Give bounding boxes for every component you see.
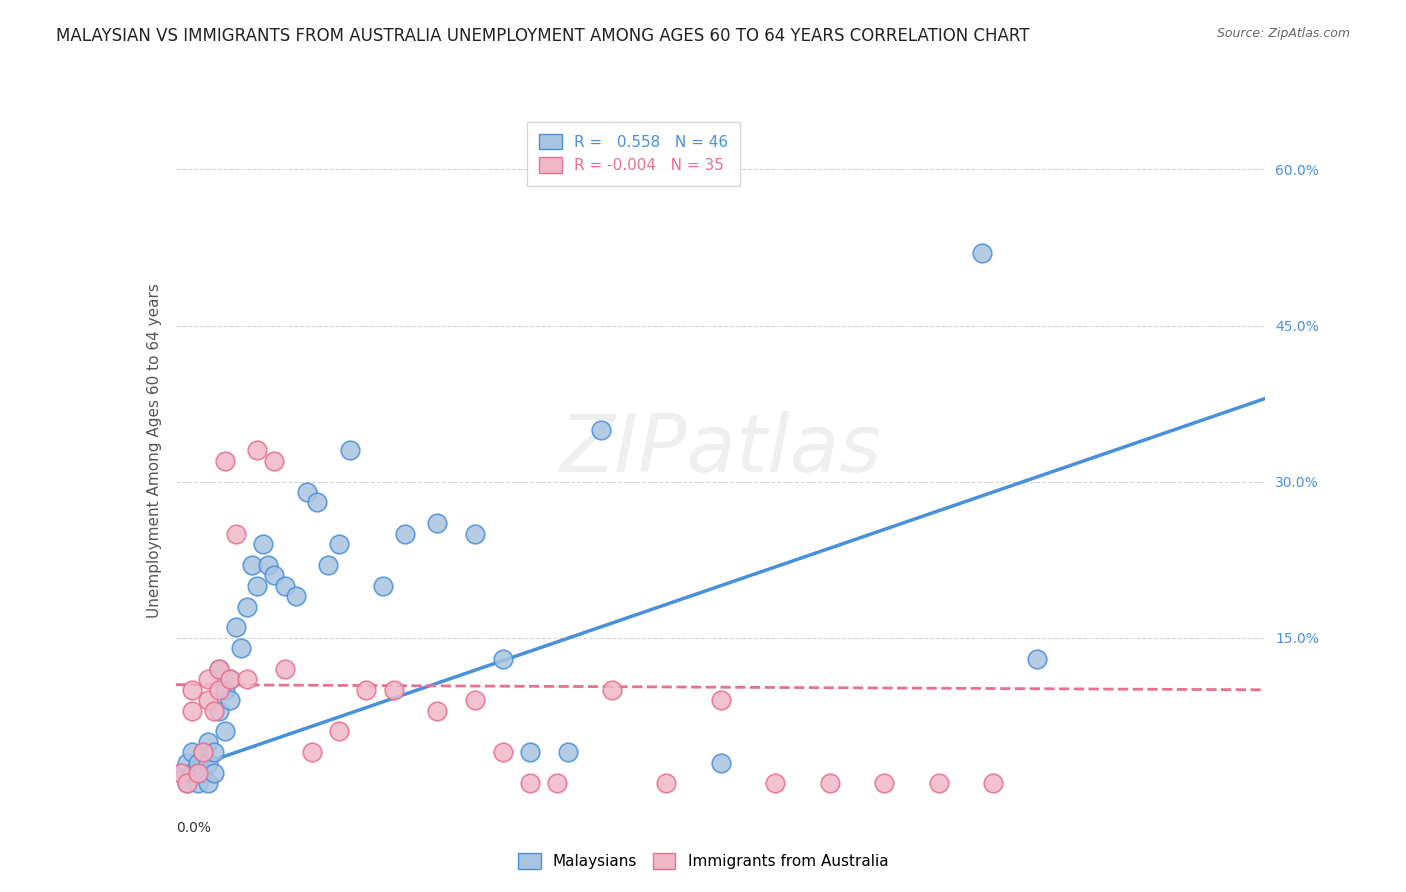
Point [176, 756, 198, 770]
Point [328, 724, 350, 739]
Point [240, 558, 263, 572]
Point [208, 704, 231, 718]
Point [176, 776, 198, 790]
Point [176, 776, 198, 790]
Point [263, 568, 285, 582]
Point [519, 745, 541, 759]
Point [970, 245, 993, 260]
Point [197, 693, 219, 707]
Legend: Malaysians, Immigrants from Australia: Malaysians, Immigrants from Australia [512, 847, 894, 875]
Point [464, 526, 486, 541]
Point [284, 589, 307, 603]
Point [231, 641, 253, 656]
Point [356, 682, 378, 697]
Point [394, 526, 416, 541]
Point [186, 776, 209, 790]
Point [328, 537, 350, 551]
Text: Source: ZipAtlas.com: Source: ZipAtlas.com [1216, 27, 1350, 40]
Point [600, 682, 623, 697]
Point [181, 682, 204, 697]
Point [197, 776, 219, 790]
Point [235, 673, 257, 687]
Point [235, 599, 257, 614]
Point [710, 693, 733, 707]
Point [214, 454, 236, 468]
Point [208, 662, 231, 676]
Point [246, 443, 269, 458]
Legend: R =   0.558   N = 46, R = -0.004   N = 35: R = 0.558 N = 46, R = -0.004 N = 35 [527, 121, 740, 186]
Point [181, 704, 204, 718]
Point [426, 704, 449, 718]
Point [197, 735, 219, 749]
Point [301, 745, 323, 759]
Point [873, 776, 896, 790]
Point [225, 620, 247, 634]
Point [208, 662, 231, 676]
Point [981, 776, 1004, 790]
Point [371, 579, 394, 593]
Point [464, 693, 486, 707]
Text: 0.0%: 0.0% [176, 822, 211, 835]
Point [191, 745, 214, 759]
Point [318, 558, 340, 572]
Point [295, 485, 318, 500]
Text: MALAYSIAN VS IMMIGRANTS FROM AUSTRALIA UNEMPLOYMENT AMONG AGES 60 TO 64 YEARS CO: MALAYSIAN VS IMMIGRANTS FROM AUSTRALIA U… [56, 27, 1029, 45]
Y-axis label: Unemployment Among Ages 60 to 64 years: Unemployment Among Ages 60 to 64 years [146, 283, 162, 618]
Point [1025, 651, 1047, 665]
Point [197, 756, 219, 770]
Point [197, 673, 219, 687]
Point [219, 673, 242, 687]
Point [181, 745, 204, 759]
Point [519, 776, 541, 790]
Point [214, 682, 236, 697]
Point [186, 756, 209, 770]
Point [257, 558, 280, 572]
Point [202, 766, 225, 780]
Point [219, 673, 242, 687]
Point [252, 537, 274, 551]
Point [818, 776, 841, 790]
Point [214, 724, 236, 739]
Point [219, 693, 242, 707]
Point [170, 766, 193, 780]
Point [191, 766, 214, 780]
Point [225, 526, 247, 541]
Point [546, 776, 568, 790]
Point [710, 756, 733, 770]
Point [202, 745, 225, 759]
Point [274, 662, 297, 676]
Point [655, 776, 678, 790]
Point [492, 745, 515, 759]
Point [307, 495, 329, 509]
Point [263, 454, 285, 468]
Point [339, 443, 361, 458]
Point [426, 516, 449, 531]
Point [191, 745, 214, 759]
Point [763, 776, 786, 790]
Point [246, 579, 269, 593]
Point [202, 704, 225, 718]
Point [181, 766, 204, 780]
Point [557, 745, 579, 759]
Point [492, 651, 515, 665]
Point [170, 766, 193, 780]
Text: ZIPatlas: ZIPatlas [560, 411, 882, 490]
Point [208, 682, 231, 697]
Point [274, 579, 297, 593]
Point [589, 423, 612, 437]
Point [928, 776, 950, 790]
Point [382, 682, 405, 697]
Point [186, 766, 209, 780]
